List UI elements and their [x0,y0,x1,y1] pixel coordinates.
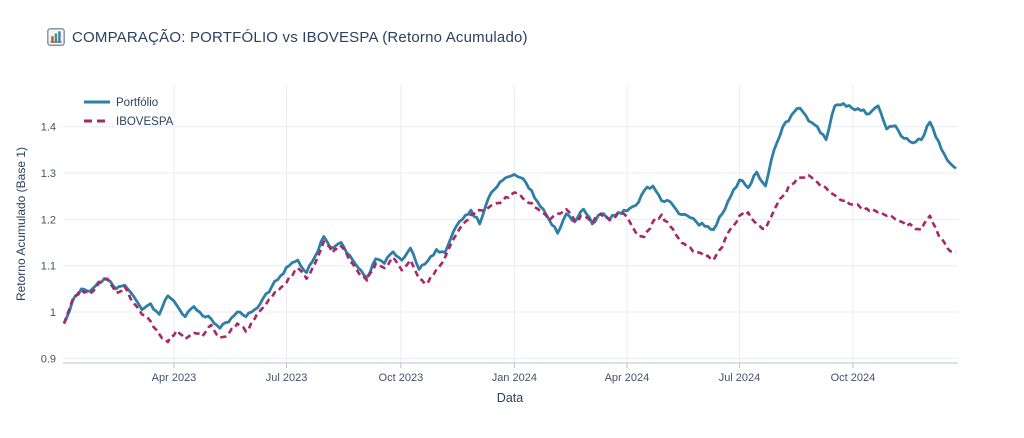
y-tick-label: 0.9 [41,353,56,365]
x-tick-label: Jul 2024 [719,372,761,384]
chart-title: COMPARAÇÃO: PORTFÓLIO vs IBOVESPA (Retor… [47,28,528,46]
series-line-portfolio[interactable] [62,102,957,330]
x-tick-label: Oct 2024 [831,372,876,384]
y-tick-label: 1.3 [41,168,56,180]
y-axis-title: Retorno Acumulado (Base 1) [14,147,28,301]
legend-label: IBOVESPA [116,116,174,128]
x-tick-label: Apr 2023 [152,372,197,384]
y-tick-label: 1.4 [41,122,56,134]
plot-area[interactable] [64,85,956,363]
x-tick-label: Apr 2024 [605,372,650,384]
y-tick-label: 1 [50,307,56,319]
x-tick-label: Oct 2023 [379,372,424,384]
x-axis-title: Data [497,391,523,405]
legend-label: Portfólio [116,97,158,109]
y-tick-label: 1.1 [41,261,56,273]
bar-chart-icon [47,28,65,46]
x-tick-label: Jul 2023 [266,372,308,384]
legend-item-portfolio[interactable]: Portfólio [84,97,158,109]
x-tick-label: Jan 2024 [492,372,537,384]
y-tick-label: 1.2 [41,214,56,226]
legend-item-ibovespa[interactable]: IBOVESPA [84,116,174,128]
chart-title-text: COMPARAÇÃO: PORTFÓLIO vs IBOVESPA (Retor… [72,28,528,46]
